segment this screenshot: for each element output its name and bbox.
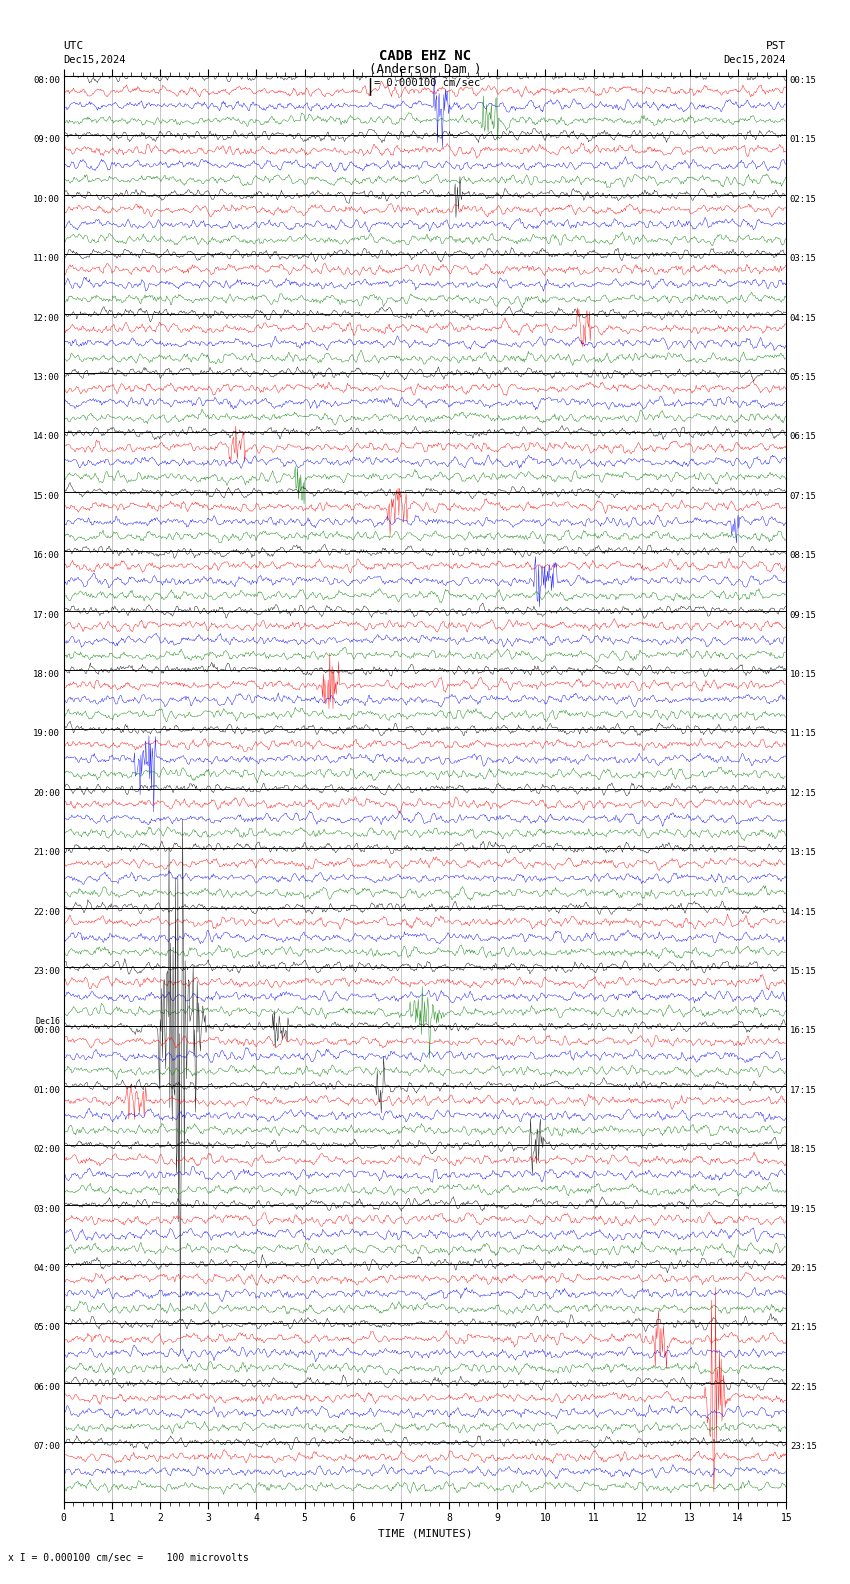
Text: 09:15: 09:15 xyxy=(790,610,817,619)
Text: 16:00: 16:00 xyxy=(33,551,60,561)
Text: 18:15: 18:15 xyxy=(790,1145,817,1155)
Text: 00:00: 00:00 xyxy=(33,1026,60,1036)
Text: CADB EHZ NC: CADB EHZ NC xyxy=(379,49,471,63)
Text: 23:00: 23:00 xyxy=(33,966,60,976)
Text: 22:15: 22:15 xyxy=(790,1383,817,1392)
Text: 06:00: 06:00 xyxy=(33,1383,60,1392)
Text: 20:00: 20:00 xyxy=(33,789,60,798)
Text: = 0.000100 cm/sec: = 0.000100 cm/sec xyxy=(374,78,480,87)
Text: 01:00: 01:00 xyxy=(33,1087,60,1095)
Text: 10:00: 10:00 xyxy=(33,195,60,204)
Text: 15:00: 15:00 xyxy=(33,491,60,501)
Text: 02:00: 02:00 xyxy=(33,1145,60,1155)
Text: Dec15,2024: Dec15,2024 xyxy=(723,55,786,65)
Text: 19:15: 19:15 xyxy=(790,1204,817,1213)
Text: 06:15: 06:15 xyxy=(790,432,817,442)
Text: 11:00: 11:00 xyxy=(33,253,60,263)
Text: PST: PST xyxy=(766,41,786,51)
Text: 21:15: 21:15 xyxy=(790,1323,817,1332)
Text: 01:15: 01:15 xyxy=(790,135,817,144)
Text: 17:15: 17:15 xyxy=(790,1087,817,1095)
Text: 05:15: 05:15 xyxy=(790,372,817,382)
Text: 13:00: 13:00 xyxy=(33,372,60,382)
Text: 16:15: 16:15 xyxy=(790,1026,817,1036)
Text: 14:15: 14:15 xyxy=(790,908,817,917)
Text: 15:15: 15:15 xyxy=(790,966,817,976)
Text: Dec16: Dec16 xyxy=(35,1017,60,1026)
Text: 19:00: 19:00 xyxy=(33,729,60,738)
Text: 12:00: 12:00 xyxy=(33,314,60,323)
Text: 05:00: 05:00 xyxy=(33,1323,60,1332)
Text: 03:15: 03:15 xyxy=(790,253,817,263)
Text: 07:00: 07:00 xyxy=(33,1441,60,1451)
Text: ⎮: ⎮ xyxy=(366,78,374,95)
Text: 18:00: 18:00 xyxy=(33,670,60,680)
Text: 13:15: 13:15 xyxy=(790,847,817,857)
Text: (Anderson Dam ): (Anderson Dam ) xyxy=(369,63,481,76)
Text: 07:15: 07:15 xyxy=(790,491,817,501)
Text: 08:00: 08:00 xyxy=(33,76,60,86)
Text: x I = 0.000100 cm/sec =    100 microvolts: x I = 0.000100 cm/sec = 100 microvolts xyxy=(8,1554,249,1563)
Text: 03:00: 03:00 xyxy=(33,1204,60,1213)
Text: 17:00: 17:00 xyxy=(33,610,60,619)
Text: 23:15: 23:15 xyxy=(790,1441,817,1451)
Text: 12:15: 12:15 xyxy=(790,789,817,798)
Text: 02:15: 02:15 xyxy=(790,195,817,204)
Text: 14:00: 14:00 xyxy=(33,432,60,442)
Text: 08:15: 08:15 xyxy=(790,551,817,561)
Text: Dec15,2024: Dec15,2024 xyxy=(64,55,127,65)
Text: 22:00: 22:00 xyxy=(33,908,60,917)
X-axis label: TIME (MINUTES): TIME (MINUTES) xyxy=(377,1529,473,1540)
Text: 20:15: 20:15 xyxy=(790,1264,817,1274)
Text: 10:15: 10:15 xyxy=(790,670,817,680)
Text: UTC: UTC xyxy=(64,41,84,51)
Text: 04:15: 04:15 xyxy=(790,314,817,323)
Text: 00:15: 00:15 xyxy=(790,76,817,86)
Text: 09:00: 09:00 xyxy=(33,135,60,144)
Text: 04:00: 04:00 xyxy=(33,1264,60,1274)
Text: 11:15: 11:15 xyxy=(790,729,817,738)
Text: 21:00: 21:00 xyxy=(33,847,60,857)
